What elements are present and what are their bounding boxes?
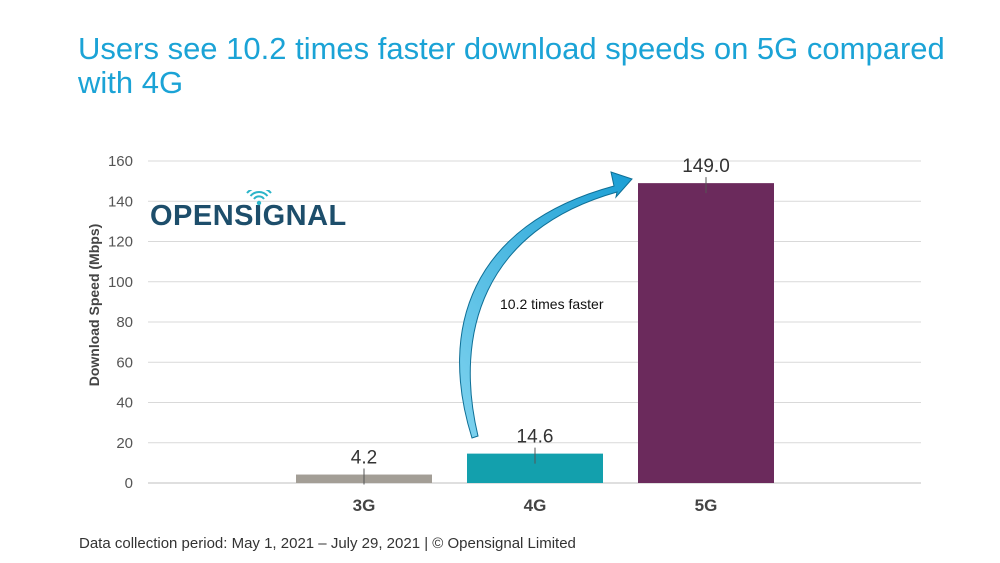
y-tick-label: 140 [108,193,133,210]
y-tick-label: 20 [116,435,133,452]
annotation-label: 10.2 times faster [500,296,604,312]
opensignal-logo: OPENSI GNAL [150,190,347,233]
bar-5G [638,183,774,483]
y-tick-label: 0 [125,475,133,492]
y-tick-label: 120 [108,234,133,251]
y-tick-label: 80 [116,314,133,331]
y-tick-label: 60 [116,354,133,371]
signal-icon [246,190,272,206]
y-tick-label: 160 [108,153,133,170]
data-label: 14.6 [517,427,554,448]
logo-i: I [246,190,272,233]
chart-title: Users see 10.2 times faster download spe… [78,31,945,100]
x-tick-label: 3G [353,496,376,515]
logo-text-before: OPENS [150,200,255,232]
y-tick-label: 100 [108,274,133,291]
y-axis-label: Download Speed (Mbps) [86,224,102,387]
data-label: 149.0 [682,156,730,177]
y-tick-label: 40 [116,395,133,412]
logo-text-after: GNAL [262,200,347,232]
footer-note: Data collection period: May 1, 2021 – Ju… [79,535,576,552]
x-tick-label: 5G [695,496,718,515]
growth-arrow [459,171,633,439]
x-tick-label: 4G [524,496,547,515]
data-label: 4.2 [351,448,377,469]
